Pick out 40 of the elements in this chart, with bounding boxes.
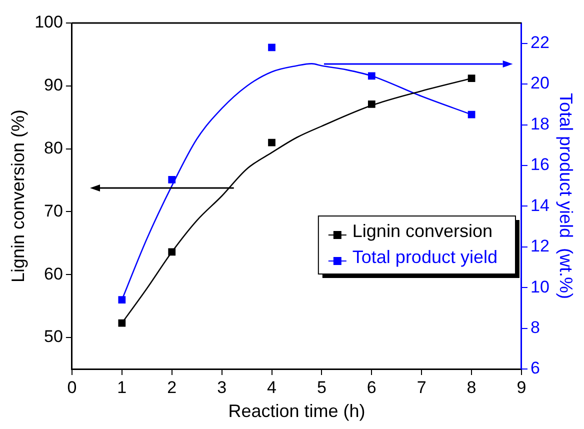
x-tick-label: 6 (366, 378, 376, 397)
point (468, 110, 476, 118)
y-tick-label: 60 (44, 264, 63, 284)
x-tick-label: 9 (516, 378, 526, 397)
y-axis-title: Lignin conversion (%) (8, 109, 28, 283)
x-axis-title: Reaction time (h) (228, 401, 366, 422)
x-tick-label: 8 (466, 378, 476, 397)
y2-tick-label: 20 (530, 74, 550, 93)
point (268, 138, 276, 146)
y2-tick-label: 14 (530, 196, 550, 215)
y-tick-label: 80 (44, 138, 63, 158)
point (168, 176, 176, 184)
x-tick-label: 2 (167, 378, 177, 397)
x-tick-label: 0 (67, 378, 77, 397)
y-tick-label: 100 (34, 12, 63, 32)
x-tick-label: 1 (117, 378, 127, 397)
y2-tick-label: 8 (530, 318, 540, 337)
y2-tick-label: 16 (530, 155, 550, 174)
point (118, 319, 126, 327)
y2-axis-title: Total product yield (wt.%) (556, 92, 576, 300)
x-tick-label: 7 (416, 378, 426, 397)
legend-label: Total product yield (352, 246, 498, 267)
point (168, 248, 176, 256)
y2-tick-label: 22 (530, 33, 550, 52)
y2-tick-label: 12 (530, 236, 550, 256)
y-tick-label: 50 (44, 327, 63, 346)
point (468, 74, 476, 82)
y2-tick-label: 18 (530, 114, 550, 134)
point (118, 296, 126, 304)
x-tick-label: 5 (316, 378, 326, 397)
y-tick-label: 70 (44, 201, 63, 220)
x-tick-label: 4 (267, 378, 276, 397)
point (368, 72, 376, 80)
y2-tick-label: 10 (530, 277, 550, 296)
y2-tick-label: 6 (530, 358, 540, 378)
x-tick-label: 3 (217, 378, 227, 397)
point (268, 44, 276, 52)
legend-label: Lignin conversion (352, 220, 493, 241)
point (368, 100, 376, 108)
y-tick-label: 90 (44, 76, 63, 95)
